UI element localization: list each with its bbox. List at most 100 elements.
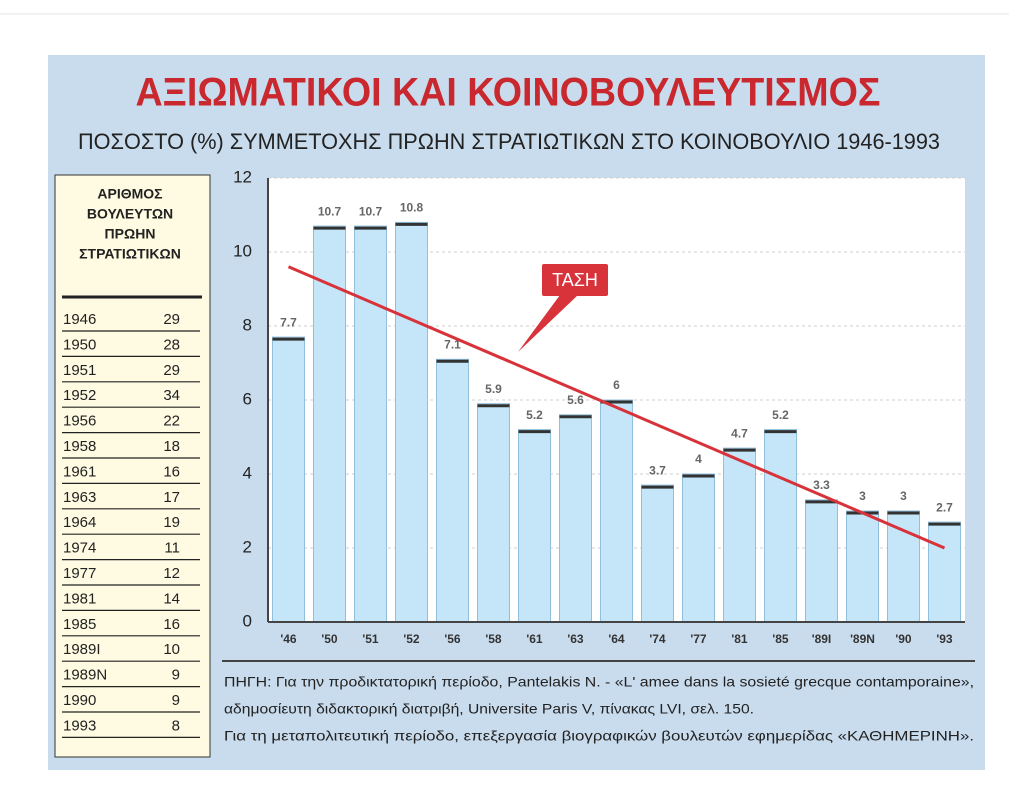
- value-label: 6: [613, 378, 620, 392]
- table-count: 9: [172, 667, 180, 684]
- value-label: 5.2: [772, 408, 789, 422]
- x-tick-label: '50: [321, 632, 338, 646]
- bar: [477, 403, 510, 623]
- bar: [436, 358, 469, 623]
- value-label: 5.9: [485, 382, 502, 396]
- table-count: 34: [163, 387, 180, 404]
- y-tick-label: 4: [243, 463, 252, 482]
- value-label: 3: [859, 489, 866, 503]
- table-header: ΒΟΥΛΕΥΤΩΝ: [87, 206, 173, 222]
- y-tick-label: 6: [243, 389, 252, 408]
- bar: [518, 429, 551, 623]
- bar: [641, 484, 674, 623]
- value-label: 2.7: [936, 500, 953, 514]
- y-tick-label: 8: [243, 315, 252, 334]
- table-count: 29: [163, 362, 180, 379]
- table-year: 1961: [63, 463, 96, 480]
- table-year: 1964: [63, 514, 96, 531]
- value-label: 10.8: [400, 201, 424, 215]
- chart-title: ΑΞΙΩΜΑΤΙΚΟΙ ΚΑΙ ΚΟΙΝΟΒΟΥΛΕΥΤΙΣΜΟΣ: [136, 71, 881, 115]
- x-tick-label: '51: [362, 632, 379, 646]
- value-label: 3.3: [813, 478, 830, 492]
- x-tick-label: '81: [731, 632, 748, 646]
- bar: [723, 447, 756, 623]
- x-tick-label: '61: [526, 632, 543, 646]
- x-tick-label: '56: [444, 632, 461, 646]
- x-tick-label: '89N: [850, 632, 875, 646]
- table-count: 19: [163, 514, 180, 531]
- annotation-box: [542, 264, 608, 296]
- table-header: ΣΤΡΑΤΙΩΤΙΚΩΝ: [79, 246, 181, 262]
- table-year: 1985: [63, 616, 96, 633]
- bar: [395, 221, 428, 623]
- table-year: 1974: [63, 540, 96, 557]
- bar: [846, 510, 879, 623]
- trend-line: [287, 265, 946, 550]
- value-label: 4.7: [731, 426, 748, 440]
- x-tick-label: '74: [649, 632, 666, 646]
- x-tick-label: '58: [485, 632, 502, 646]
- bar: [272, 336, 305, 623]
- value-label: 10.7: [359, 204, 383, 218]
- value-label: 10.7: [318, 204, 342, 218]
- table-count: 9: [172, 692, 180, 709]
- table-count: 16: [163, 463, 180, 480]
- table-year: 1989I: [63, 641, 101, 658]
- table-count: 12: [163, 565, 180, 582]
- table-header: ΠΡΩΗΝ: [105, 226, 156, 242]
- value-label: 7.1: [444, 337, 461, 351]
- y-tick-label: 10: [233, 241, 252, 260]
- table-count: 22: [163, 413, 180, 430]
- bar: [559, 414, 592, 623]
- table-count: 16: [163, 616, 180, 633]
- x-tick-label: '89I: [812, 632, 832, 646]
- table-year: 1993: [63, 717, 96, 734]
- table-count: 8: [172, 717, 180, 734]
- table-year: 1981: [63, 590, 96, 607]
- chart-subtitle: ΠΟΣΟΣΤΟ (%) ΣΥΜΜΕΤΟΧΗΣ ΠΡΩΗΝ ΣΤΡΑΤΙΩΤΙΚΩ…: [78, 129, 940, 154]
- x-tick-label: '77: [690, 632, 707, 646]
- table-year: 1958: [63, 438, 96, 455]
- bar: [600, 399, 633, 623]
- value-label: 3: [900, 489, 907, 503]
- value-label: 5.2: [526, 408, 543, 422]
- bar: [354, 225, 387, 623]
- x-tick-label: '46: [280, 632, 297, 646]
- bar: [764, 429, 797, 623]
- bar: [313, 225, 346, 623]
- source-text: αδημοσίευτη διδακτορική διατριβή, Univer…: [224, 701, 754, 717]
- bar: [928, 521, 961, 623]
- table-box: [54, 174, 211, 758]
- value-label: 3.7: [649, 463, 666, 477]
- table-year: 1990: [63, 692, 96, 709]
- table-year: 1951: [63, 362, 96, 379]
- table-count: 11: [164, 540, 180, 557]
- value-label: 4: [695, 452, 702, 466]
- value-label: 5.6: [567, 393, 584, 407]
- table-header: ΑΡΙΘΜΟΣ: [97, 186, 162, 202]
- x-tick-label: '85: [772, 632, 789, 646]
- x-tick-label: '90: [895, 632, 912, 646]
- table-count: 28: [163, 336, 180, 353]
- x-tick-label: '63: [567, 632, 584, 646]
- table-year: 1963: [63, 489, 96, 506]
- annotation-pointer: [518, 295, 578, 352]
- source-text: ΠΗΓΗ: Για την προδικτατορική περίοδο, Pa…: [224, 674, 974, 690]
- bar: [887, 510, 920, 623]
- x-tick-label: '93: [936, 632, 953, 646]
- table-year: 1950: [63, 336, 96, 353]
- bar: [682, 473, 715, 623]
- bar: [805, 499, 838, 623]
- table-count: 18: [163, 438, 180, 455]
- source-text: Για τη μεταπολιτευτική περίοδο, επεξεργα…: [224, 728, 974, 744]
- table-year: 1989N: [63, 667, 107, 684]
- table-count: 17: [163, 489, 180, 506]
- table-year: 1956: [63, 413, 96, 430]
- x-tick-label: '52: [403, 632, 420, 646]
- x-tick-label: '64: [608, 632, 625, 646]
- y-tick-label: 0: [243, 611, 252, 630]
- table-count: 10: [163, 641, 180, 658]
- table-count: 29: [163, 311, 180, 328]
- annotation-text: ΤΑΣΗ: [552, 270, 598, 290]
